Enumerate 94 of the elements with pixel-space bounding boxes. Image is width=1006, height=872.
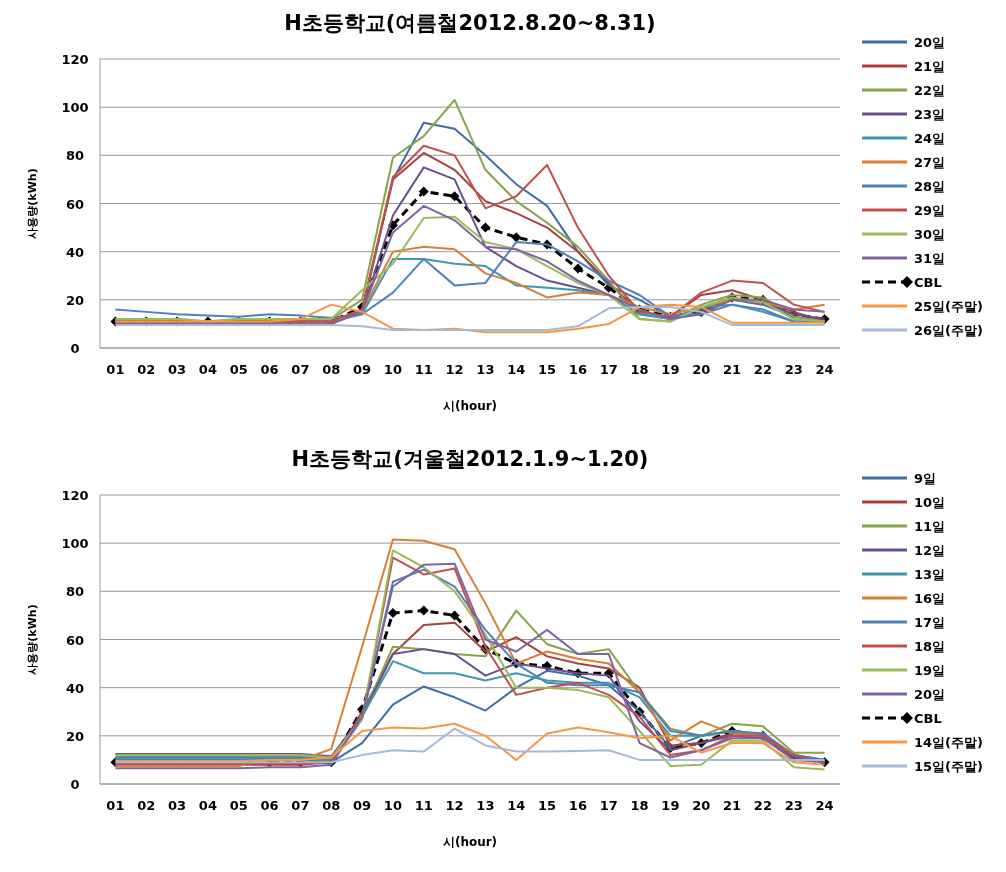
legend-label: 28일 <box>914 179 946 194</box>
x-tick-label: 20 <box>692 362 711 377</box>
y-tick-label: 120 <box>61 52 89 67</box>
legend-label: 11일 <box>914 519 946 534</box>
legend-label: 26일(주말) <box>914 323 983 338</box>
y-tick-label: 40 <box>65 680 85 696</box>
x-tick-label: 02 <box>137 798 156 813</box>
x-tick-label: 11 <box>414 798 433 813</box>
x-tick-label: 09 <box>353 798 372 813</box>
x-tick-label: 14 <box>507 362 526 377</box>
legend-label: 24일 <box>914 131 946 146</box>
y-tick-label: 120 <box>61 488 89 503</box>
x-tick-label: 08 <box>322 798 341 813</box>
x-tick-label: 17 <box>599 362 618 377</box>
y-tick-label: 0 <box>70 777 80 792</box>
legend-label: 21일 <box>914 59 946 74</box>
legend-label: 27일 <box>914 155 946 170</box>
legend-label: 10일 <box>914 495 946 510</box>
x-tick-label: 15 <box>538 362 557 377</box>
y-tick-label: 80 <box>65 584 85 600</box>
legend-label: 23일 <box>914 107 946 122</box>
x-tick-label: 13 <box>476 798 495 813</box>
x-tick-label: 01 <box>106 362 125 377</box>
x-tick-label: 18 <box>630 362 649 377</box>
y-tick-label: 20 <box>65 292 85 308</box>
x-tick-label: 06 <box>260 362 279 377</box>
x-tick-label: 03 <box>168 798 187 813</box>
x-tick-label: 24 <box>815 798 834 813</box>
legend-label: 9일 <box>914 471 937 486</box>
x-tick-label: 08 <box>322 362 341 377</box>
x-tick-label: 03 <box>168 362 187 377</box>
y-axis-title: 사용량(kWh) <box>26 168 39 239</box>
x-tick-label: 07 <box>291 798 310 813</box>
x-tick-label: 15 <box>538 798 557 813</box>
legend-label: 20일 <box>914 687 946 702</box>
x-tick-label: 13 <box>476 362 495 377</box>
legend-label: 25일(주말) <box>914 299 983 314</box>
y-tick-label: 60 <box>65 196 85 212</box>
x-tick-label: 04 <box>198 798 217 813</box>
legend-label: 14일(주말) <box>914 735 983 750</box>
legend-label: 13일 <box>914 567 946 582</box>
x-tick-label: 22 <box>753 798 772 813</box>
x-tick-label: 16 <box>568 362 587 377</box>
x-tick-label: 06 <box>260 798 279 813</box>
x-tick-label: 10 <box>383 362 402 377</box>
x-tick-label: 23 <box>784 362 803 377</box>
x-tick-label: 17 <box>599 798 618 813</box>
x-axis-title: 시(hour) <box>442 399 498 413</box>
x-tick-label: 12 <box>445 362 464 377</box>
x-tick-label: 21 <box>723 362 742 377</box>
x-axis-title: 시(hour) <box>442 835 498 849</box>
x-tick-label: 04 <box>198 362 217 377</box>
y-tick-label: 100 <box>61 536 89 552</box>
y-axis-title: 사용량(kWh) <box>26 604 39 675</box>
y-tick-label: 100 <box>61 100 89 116</box>
x-tick-label: 18 <box>630 798 649 813</box>
x-tick-label: 16 <box>568 798 587 813</box>
x-tick-label: 07 <box>291 362 310 377</box>
y-tick-label: 20 <box>65 728 85 744</box>
legend-label: 12일 <box>914 543 946 558</box>
x-tick-label: 05 <box>229 798 248 813</box>
x-tick-label: 20 <box>692 798 711 813</box>
y-tick-label: 80 <box>65 148 85 164</box>
legend-label: 31일 <box>914 251 946 266</box>
legend-label: 15일(주말) <box>914 759 983 774</box>
legend-label: 17일 <box>914 615 946 630</box>
y-tick-label: 60 <box>65 632 85 648</box>
x-tick-label: 21 <box>723 798 742 813</box>
legend-label: 19일 <box>914 663 946 678</box>
x-tick-label: 19 <box>661 362 680 377</box>
x-tick-label: 01 <box>106 798 125 813</box>
legend-label: CBL <box>914 275 942 290</box>
legend-label: CBL <box>914 711 942 726</box>
x-tick-label: 14 <box>507 798 526 813</box>
y-tick-label: 40 <box>65 244 85 260</box>
legend-label: 16일 <box>914 591 946 606</box>
legend-label: 30일 <box>914 227 946 242</box>
x-tick-label: 24 <box>815 362 834 377</box>
x-tick-label: 23 <box>784 798 803 813</box>
legend-label: 18일 <box>914 639 946 654</box>
chart-title: H초등학교(겨울철2012.1.9~1.20) <box>291 447 649 471</box>
x-tick-label: 12 <box>445 798 464 813</box>
legend-label: 22일 <box>914 83 946 98</box>
x-tick-label: 09 <box>353 362 372 377</box>
x-tick-label: 22 <box>753 362 772 377</box>
x-tick-label: 05 <box>229 362 248 377</box>
chart-title: H초등학교(여름철2012.8.20~8.31) <box>284 11 656 35</box>
x-tick-label: 19 <box>661 798 680 813</box>
legend-label: 29일 <box>914 203 946 218</box>
legend-label: 20일 <box>914 35 946 50</box>
x-tick-label: 10 <box>383 798 402 813</box>
x-tick-label: 02 <box>137 362 156 377</box>
x-tick-label: 11 <box>414 362 433 377</box>
y-tick-label: 0 <box>70 341 80 356</box>
